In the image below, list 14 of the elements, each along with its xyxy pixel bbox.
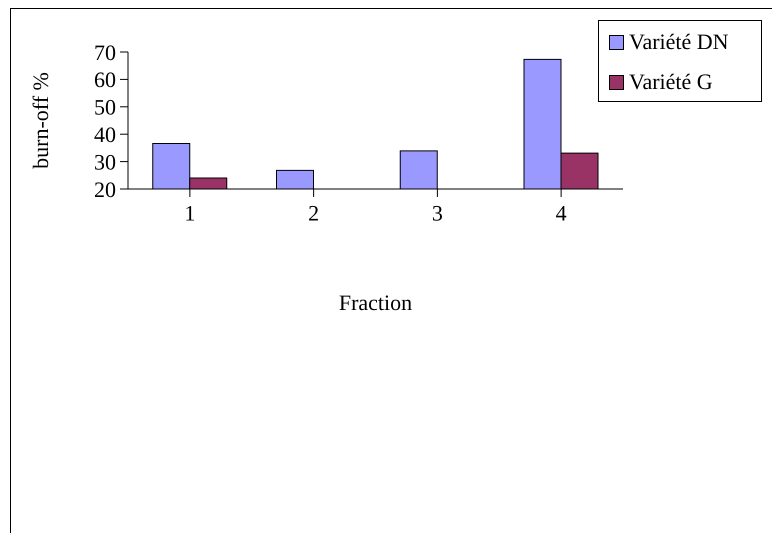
y-tick-label: 40 [94, 122, 116, 148]
x-tick-label: 1 [184, 200, 196, 226]
y-tick-label: 20 [94, 176, 116, 202]
x-tick-label: 4 [556, 200, 567, 226]
x-tick-label: 3 [432, 200, 443, 226]
y-tick-label: 30 [94, 149, 116, 174]
y-tick-label: 60 [94, 67, 116, 92]
legend-label: Variété G [629, 69, 713, 95]
x-axis-title: Fraction [338, 290, 412, 315]
y-axis-title: burn-off % [28, 72, 53, 169]
y-tick-label: 50 [94, 94, 116, 120]
legend-label: Variété DN [629, 29, 729, 55]
y-tick-label: 70 [94, 40, 116, 65]
x-tick-label: 2 [308, 200, 320, 226]
